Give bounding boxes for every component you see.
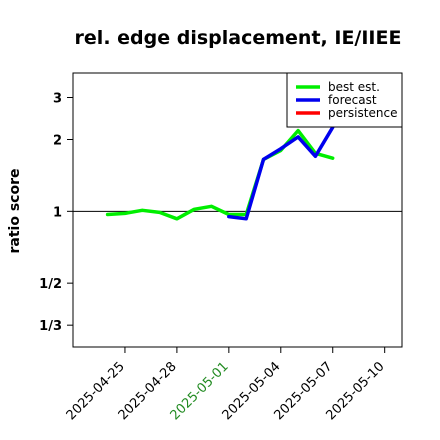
y-tick-label: 1/2 bbox=[39, 277, 62, 292]
legend-label: persistence bbox=[328, 106, 397, 120]
chart-title: rel. edge displacement, IE/IIEE bbox=[75, 27, 402, 49]
series-line-forecast bbox=[227, 125, 335, 221]
x-axis: 2025-04-252025-04-282025-05-012025-05-04… bbox=[64, 347, 388, 423]
plot-frame bbox=[72, 72, 403, 348]
y-axis-label: ratio score bbox=[7, 169, 23, 254]
y-tick-label: 3 bbox=[53, 91, 62, 106]
y-tick-label: 2 bbox=[53, 134, 62, 149]
legend-label: forecast bbox=[328, 93, 377, 107]
series-layer bbox=[105, 125, 335, 221]
y-axis: 1/3 1/2 1 2 3 bbox=[39, 91, 73, 334]
series-line-best-est- bbox=[105, 128, 335, 221]
legend-label: best est. bbox=[328, 80, 380, 94]
y-tick-label: 1 bbox=[53, 205, 62, 220]
y-tick-label: 1/3 bbox=[39, 319, 62, 334]
